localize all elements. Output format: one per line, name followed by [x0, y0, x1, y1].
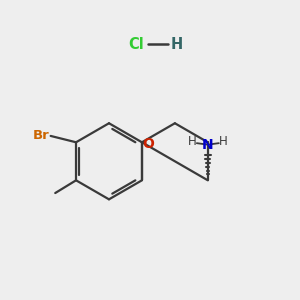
Text: Cl: Cl — [129, 37, 145, 52]
Text: H: H — [219, 135, 228, 148]
Text: H: H — [188, 135, 197, 148]
Text: O: O — [142, 137, 154, 151]
Text: Br: Br — [32, 129, 49, 142]
Text: H: H — [171, 37, 183, 52]
Text: N: N — [202, 138, 214, 152]
